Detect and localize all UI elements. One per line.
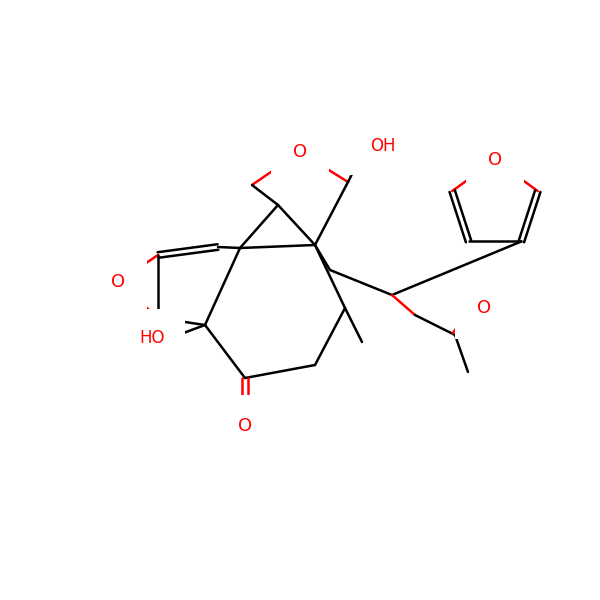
Text: O: O	[238, 417, 252, 435]
Text: O: O	[111, 273, 125, 291]
Text: O: O	[293, 143, 307, 161]
Text: HO: HO	[139, 329, 165, 347]
Text: O: O	[477, 299, 491, 317]
Text: O: O	[488, 151, 502, 169]
Text: OH: OH	[370, 137, 395, 155]
